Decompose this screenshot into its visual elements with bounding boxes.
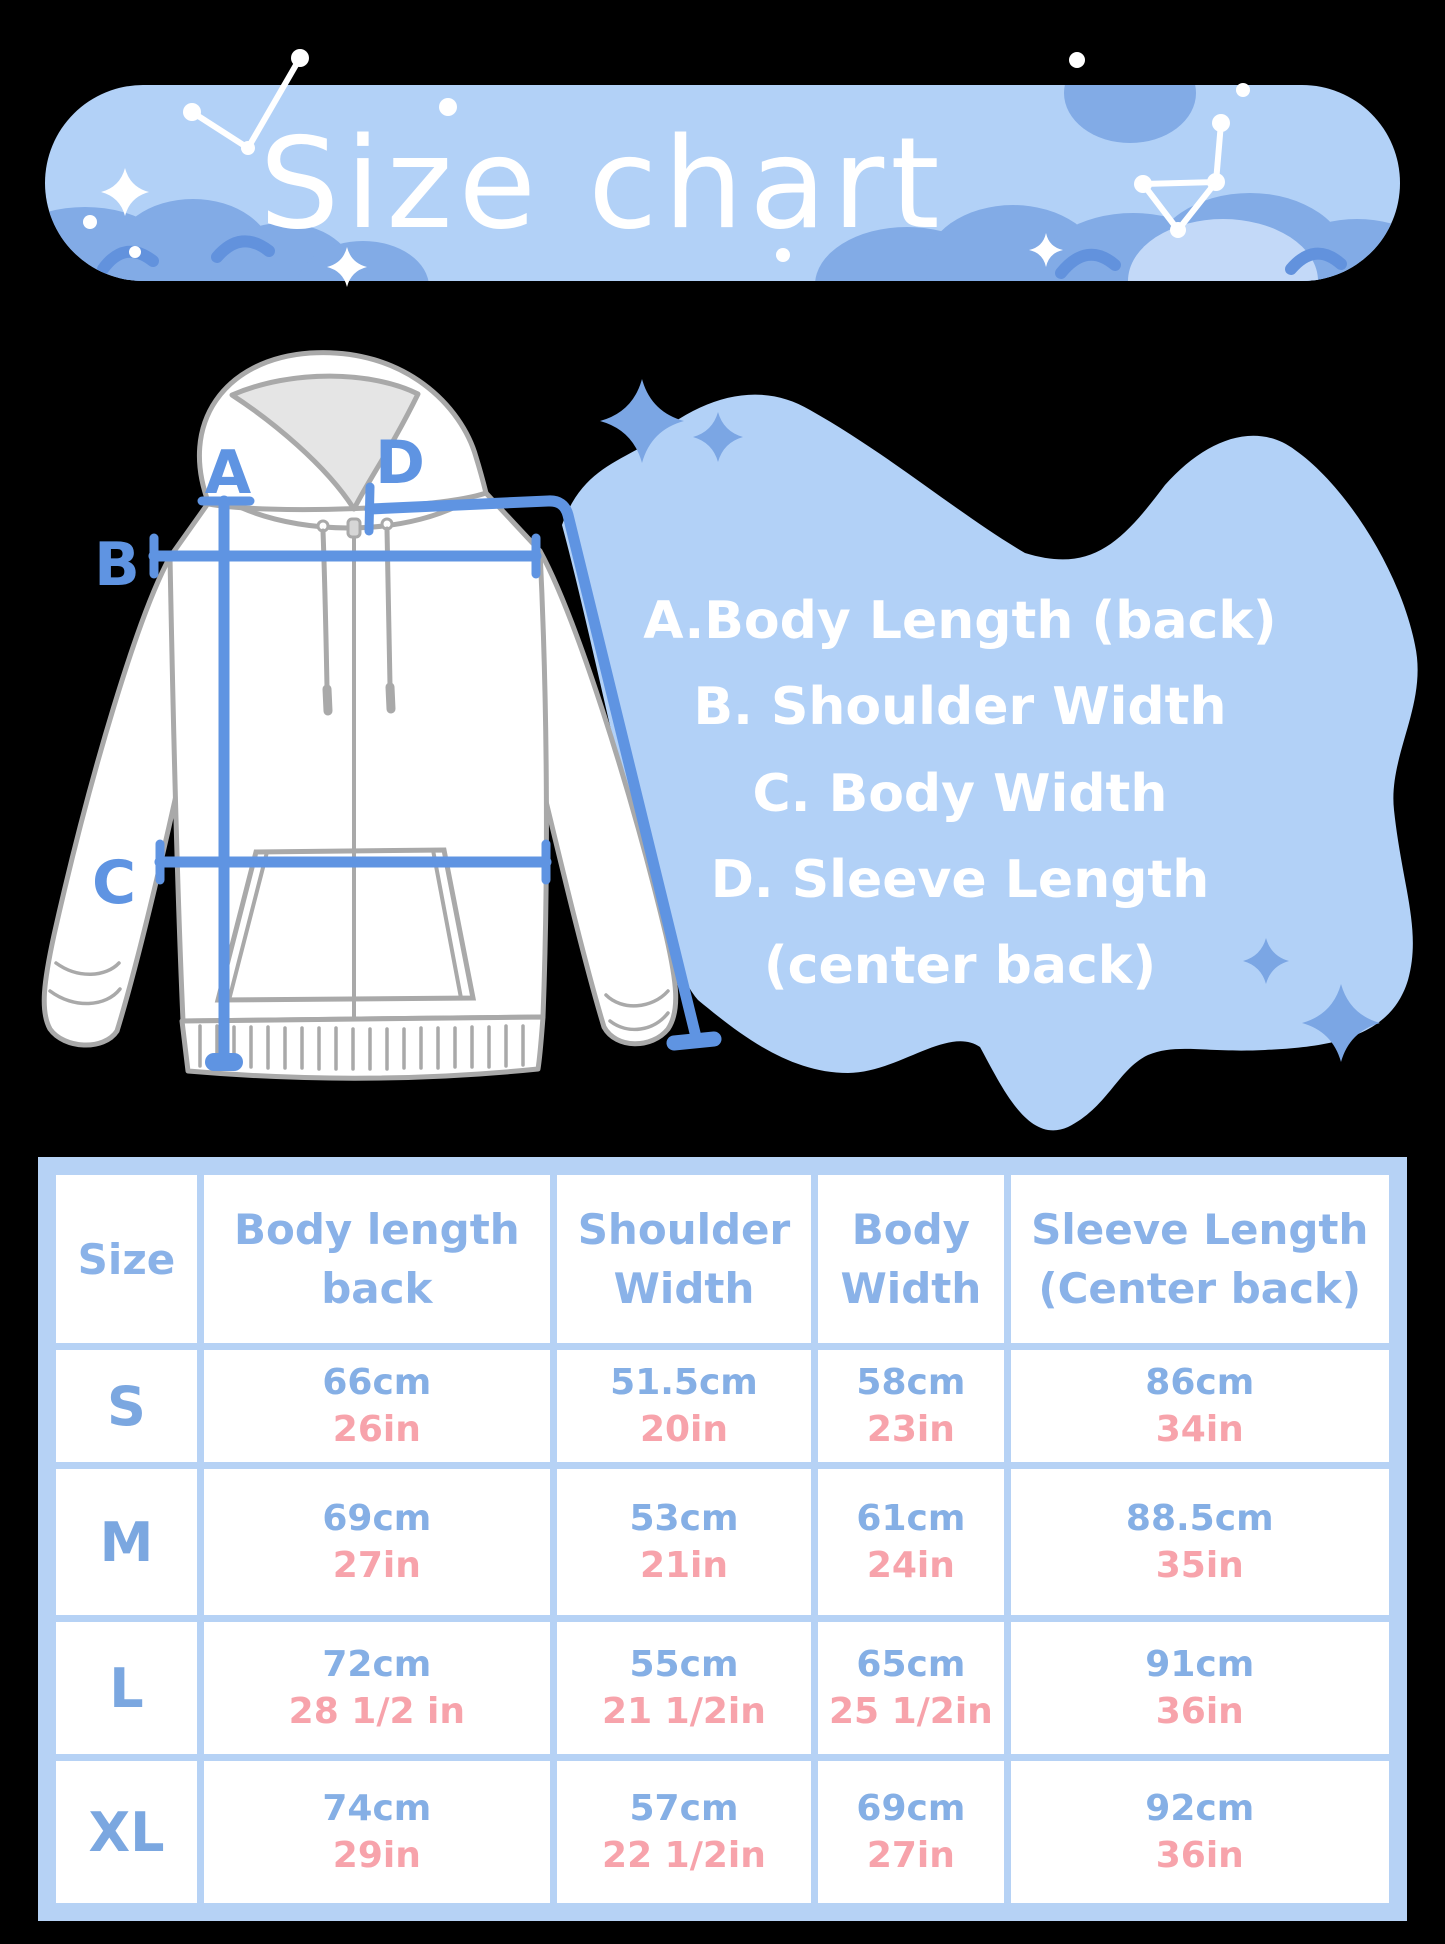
- column-header-body-width: Body Width: [818, 1175, 1004, 1343]
- column-header-body-length: Body length back: [203, 1175, 550, 1343]
- measure-label-b: B: [94, 530, 140, 600]
- legend-line-d: D. Sleeve Length: [710, 849, 1210, 910]
- hoodie-drawstring-aglet: [322, 684, 333, 716]
- legend-blob: [550, 379, 1430, 1169]
- measurement-line-c: [154, 839, 552, 885]
- measurement-legend: A.Body Length (back) B. Shoulder Width C…: [600, 578, 1320, 1010]
- hoodie-right-sleeve: [525, 548, 679, 1047]
- hoodie-zipper-pull: [346, 517, 362, 539]
- legend-line-a: A.Body Length (back): [643, 591, 1277, 651]
- table-row-s: S 66cm 26in 51.5cm 20in 58cm 23in 86cm 3…: [56, 1350, 1389, 1462]
- legend-line-d2: (center back): [763, 936, 1157, 997]
- size-label: S: [107, 1374, 146, 1438]
- size-label: XL: [88, 1800, 165, 1864]
- column-header-size: Size: [56, 1175, 197, 1343]
- blob-sparkle-icon: [600, 379, 1380, 1062]
- table-header-row: Size Body length back Shoulder Width Bod…: [56, 1175, 1389, 1343]
- table-row-l: L 72cm 28 1/2 in 55cm 21 1/2in 65cm 25 1…: [56, 1622, 1389, 1754]
- measurement-line-b: [148, 533, 542, 579]
- column-header-sleeve-length: Sleeve Length (Center back): [1010, 1175, 1389, 1343]
- hoodie-drawstring: [320, 528, 330, 690]
- hoodie-drawstring-aglet: [385, 682, 396, 714]
- measure-label-c: C: [92, 848, 136, 918]
- page-title: Size chart: [259, 109, 946, 257]
- size-chart-table: Size Body length back Shoulder Width Bod…: [38, 1157, 1407, 1921]
- hoodie-pocket: [214, 847, 477, 1003]
- legend-blob-shape: [562, 379, 1418, 1131]
- hoodie-left-sleeve: [41, 554, 193, 1048]
- measure-label-d: D: [375, 428, 425, 498]
- hoodie-pocket-seam: [227, 848, 463, 1002]
- hoodie-illustration: A B C D: [41, 350, 722, 1081]
- column-header-shoulder-width: Shoulder Width: [556, 1175, 812, 1343]
- size-label: L: [109, 1656, 144, 1720]
- legend-line-b: B. Shoulder Width: [693, 677, 1227, 738]
- table-row-m: M 69cm 27in 53cm 21in 61cm 24in 88.5cm 3…: [56, 1469, 1389, 1615]
- hoodie-diagram: A B C D: [20, 295, 780, 1199]
- header-banner: Size chart: [45, 85, 1400, 281]
- hoodie-hem-band: [179, 1014, 546, 1081]
- hoodie-hem-ribbing: [198, 1024, 525, 1071]
- hoodie-drawstring: [384, 526, 393, 688]
- cloud-swirl-left-icon: [97, 235, 275, 275]
- size-label: M: [99, 1510, 154, 1574]
- measure-label-a: A: [205, 438, 252, 508]
- measurement-line-a: [197, 495, 255, 1071]
- measurement-line-d: [364, 482, 722, 1051]
- cloud-top-right-icon: [1064, 85, 1196, 143]
- hoodie-cuff-ribbing: [48, 961, 670, 1032]
- hoodie-hood-opening: [229, 373, 421, 512]
- cloud-swirl-right-icon: [1055, 247, 1347, 279]
- blob-background: [562, 394, 1418, 1131]
- legend-line-c: C. Body Width: [752, 763, 1168, 824]
- table-row-xl: XL 74cm 29in 57cm 22 1/2in 69cm 27in 92c…: [56, 1761, 1389, 1903]
